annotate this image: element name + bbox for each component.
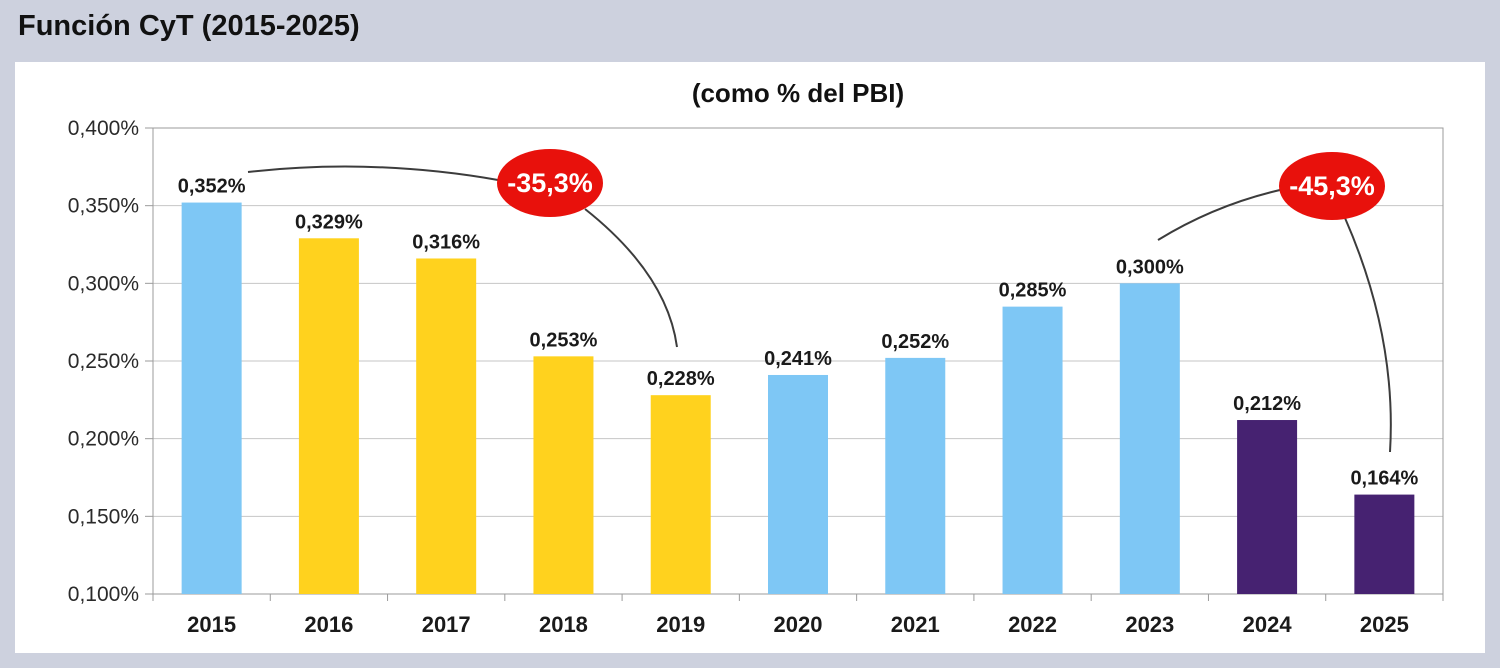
bar-2017: [416, 258, 477, 594]
x-axis-label-2020: 2020: [774, 612, 823, 637]
x-axis-label-2021: 2021: [891, 612, 940, 637]
bar-2019: [650, 395, 711, 594]
x-axis-label-2018: 2018: [539, 612, 588, 637]
x-axis-label-2017: 2017: [422, 612, 471, 637]
bar-2023: [1119, 283, 1180, 594]
y-axis-label: 0,300%: [68, 272, 139, 295]
bar-2015: [181, 202, 242, 594]
bar-2022: [1002, 306, 1063, 594]
y-axis-label: 0,400%: [68, 117, 139, 140]
x-axis-label-2025: 2025: [1360, 612, 1409, 637]
chart-panel: (como % del PBI) 0,400% 0,350% 0,300% 0,250…: [15, 62, 1485, 653]
callout-drop-line: [1344, 217, 1392, 453]
x-axis-label-2023: 2023: [1125, 612, 1174, 637]
bar-value-label-2018: 0,253%: [530, 329, 598, 351]
bar-2018: [533, 356, 594, 594]
x-axis-label-2016: 2016: [304, 612, 353, 637]
callout-ellipse: [1279, 152, 1385, 220]
y-axis-label: 0,150%: [68, 505, 139, 528]
x-axis-label-2015: 2015: [187, 612, 236, 637]
bar-value-label-2019: 0,228%: [647, 368, 715, 390]
bar-2021: [885, 357, 946, 594]
x-axis-label-2022: 2022: [1008, 612, 1057, 637]
page-title: Función CyT (2015-2025): [18, 10, 360, 42]
bar-value-label-2021: 0,252%: [881, 331, 949, 353]
callout-ellipse: [497, 149, 603, 217]
bar-value-label-2016: 0,329%: [295, 211, 363, 233]
callout-leader-line: [247, 165, 499, 181]
bar-value-label-2020: 0,241%: [764, 348, 832, 370]
bar-value-label-2024: 0,212%: [1233, 393, 1301, 415]
callout-text: -35,3%: [507, 168, 593, 198]
bar-value-label-2015: 0,352%: [178, 176, 246, 198]
y-axis-label: 0,350%: [68, 195, 139, 218]
x-axis-label-2024: 2024: [1243, 612, 1293, 637]
bar-2025: [1354, 494, 1415, 594]
chart-title: (como % del PBI): [691, 78, 905, 108]
y-axis-label: 0,100%: [68, 583, 139, 606]
y-axis-label: 0,250%: [68, 350, 139, 373]
bar-value-label-2022: 0,285%: [999, 280, 1067, 302]
bar-chart: 0,400% 0,350% 0,300% 0,250% 0,200% 0,150% 0,10…: [68, 117, 1444, 637]
callout-drop-line: [584, 208, 678, 348]
bar-value-label-2017: 0,316%: [412, 231, 480, 253]
bar-2024: [1237, 420, 1298, 594]
x-axis-label-2019: 2019: [656, 612, 705, 637]
bar-2020: [768, 374, 828, 594]
bar-value-label-2025: 0,164%: [1350, 468, 1418, 490]
callout-text: -45,3%: [1289, 171, 1375, 201]
callout-leader-line: [1157, 189, 1281, 241]
bar-value-label-2023: 0,300%: [1116, 256, 1184, 278]
bar-2016: [298, 238, 359, 594]
y-axis-label: 0,200%: [68, 428, 139, 451]
